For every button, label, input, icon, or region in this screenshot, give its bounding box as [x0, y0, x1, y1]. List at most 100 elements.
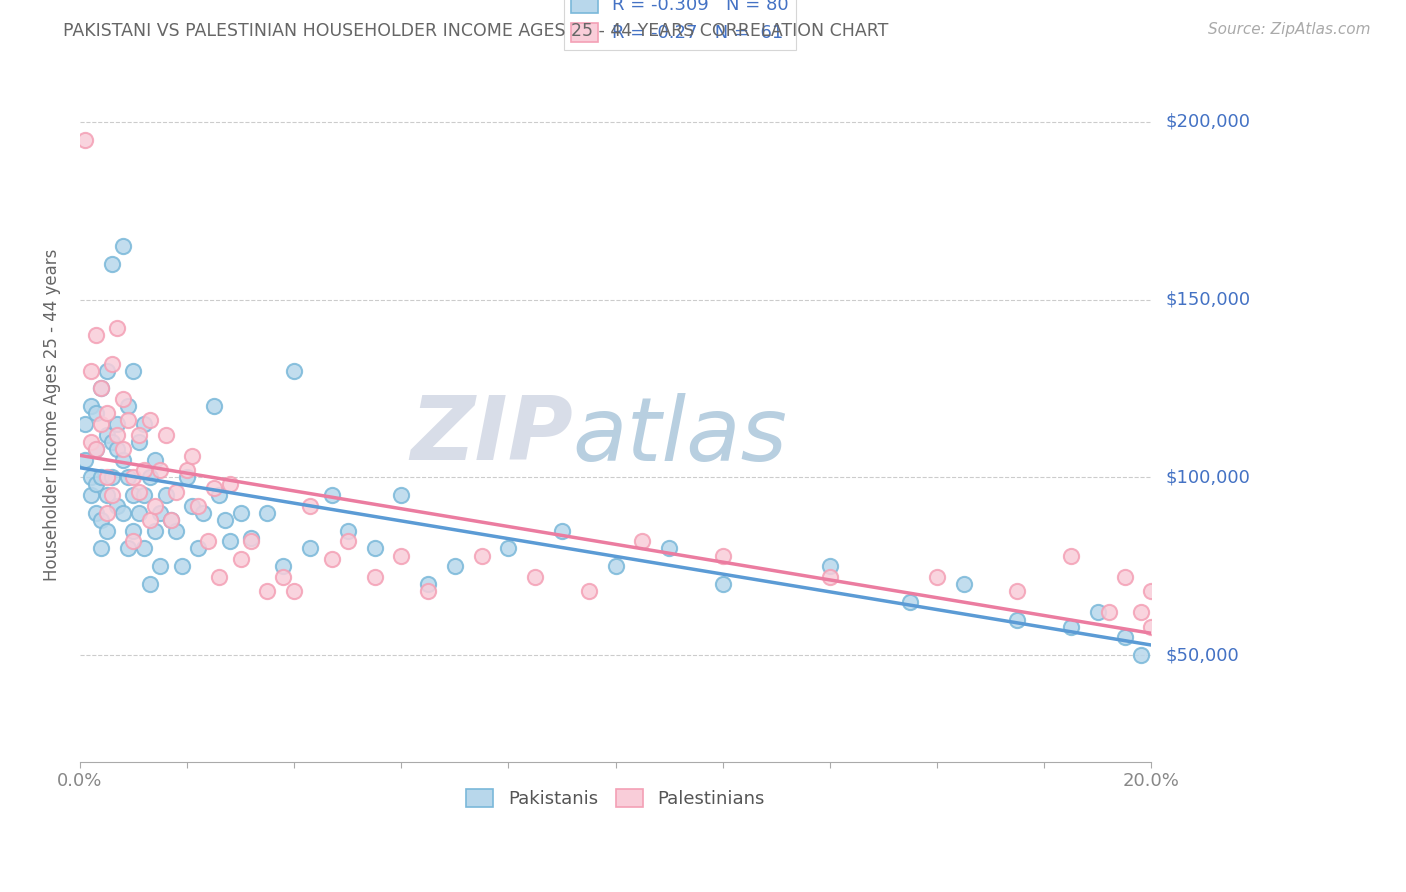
Point — [187, 541, 209, 556]
Point — [128, 427, 150, 442]
Point — [208, 488, 231, 502]
Point — [256, 506, 278, 520]
Point — [117, 541, 139, 556]
Point — [138, 470, 160, 484]
Point — [143, 452, 166, 467]
Point — [111, 239, 134, 253]
Point — [84, 406, 107, 420]
Point — [389, 549, 412, 563]
Point — [176, 463, 198, 477]
Point — [273, 570, 295, 584]
Point — [117, 470, 139, 484]
Point — [605, 559, 627, 574]
Text: Source: ZipAtlas.com: Source: ZipAtlas.com — [1208, 22, 1371, 37]
Point — [1087, 606, 1109, 620]
Point — [818, 559, 841, 574]
Point — [176, 470, 198, 484]
Point — [122, 488, 145, 502]
Point — [1114, 570, 1136, 584]
Point — [160, 513, 183, 527]
Point — [416, 584, 439, 599]
Text: PAKISTANI VS PALESTINIAN HOUSEHOLDER INCOME AGES 25 - 44 YEARS CORRELATION CHART: PAKISTANI VS PALESTINIAN HOUSEHOLDER INC… — [63, 22, 889, 40]
Legend: Pakistanis, Palestinians: Pakistanis, Palestinians — [460, 781, 772, 815]
Point — [117, 399, 139, 413]
Point — [75, 133, 97, 147]
Point — [389, 488, 412, 502]
Text: $50,000: $50,000 — [1166, 646, 1239, 665]
Point — [631, 534, 654, 549]
Point — [170, 559, 193, 574]
Point — [1060, 620, 1083, 634]
Point — [444, 559, 467, 574]
Point — [1097, 606, 1119, 620]
Point — [96, 364, 118, 378]
Text: atlas: atlas — [572, 393, 787, 479]
Point — [105, 321, 128, 335]
Point — [551, 524, 574, 538]
Point — [898, 595, 921, 609]
Point — [84, 506, 107, 520]
Point — [84, 328, 107, 343]
Point — [79, 434, 101, 449]
Point — [84, 442, 107, 456]
Text: $150,000: $150,000 — [1166, 291, 1250, 309]
Point — [256, 584, 278, 599]
Point — [105, 499, 128, 513]
Point — [79, 488, 101, 502]
Point — [101, 434, 124, 449]
Point — [134, 488, 156, 502]
Point — [1007, 613, 1029, 627]
Point — [138, 413, 160, 427]
Point — [79, 399, 101, 413]
Point — [471, 549, 494, 563]
Point — [181, 449, 204, 463]
Point — [90, 470, 112, 484]
Point — [149, 506, 172, 520]
Point — [90, 541, 112, 556]
Point — [181, 499, 204, 513]
Point — [953, 577, 976, 591]
Point — [96, 488, 118, 502]
Point — [155, 427, 177, 442]
Point — [283, 364, 305, 378]
Point — [90, 382, 112, 396]
Point — [818, 570, 841, 584]
Point — [111, 452, 134, 467]
Point — [111, 392, 134, 406]
Point — [219, 477, 242, 491]
Point — [299, 541, 322, 556]
Point — [219, 534, 242, 549]
Point — [197, 534, 219, 549]
Point — [122, 470, 145, 484]
Point — [165, 484, 187, 499]
Point — [105, 442, 128, 456]
Point — [229, 552, 252, 566]
Point — [363, 570, 385, 584]
Point — [90, 513, 112, 527]
Text: $200,000: $200,000 — [1166, 113, 1250, 131]
Point — [1007, 584, 1029, 599]
Point — [1129, 606, 1152, 620]
Point — [1060, 549, 1083, 563]
Point — [336, 534, 359, 549]
Point — [214, 513, 236, 527]
Point — [79, 470, 101, 484]
Point — [1129, 648, 1152, 662]
Point — [202, 399, 225, 413]
Point — [240, 531, 263, 545]
Point — [336, 524, 359, 538]
Point — [75, 417, 97, 431]
Point — [96, 506, 118, 520]
Point — [1140, 584, 1163, 599]
Point — [321, 552, 343, 566]
Point — [122, 534, 145, 549]
Point — [711, 549, 734, 563]
Point — [138, 577, 160, 591]
Point — [96, 427, 118, 442]
Text: ZIP: ZIP — [411, 392, 572, 479]
Point — [79, 364, 101, 378]
Point — [416, 577, 439, 591]
Point — [101, 470, 124, 484]
Point — [165, 524, 187, 538]
Point — [160, 513, 183, 527]
